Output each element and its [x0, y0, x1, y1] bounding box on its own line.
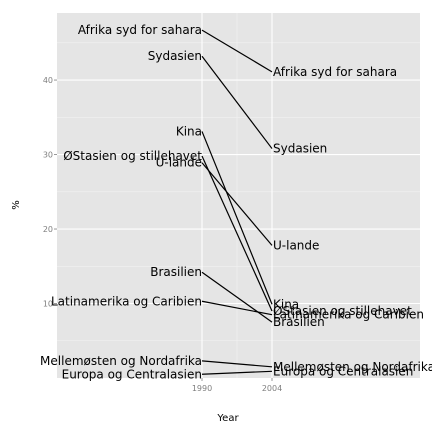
x-tick-label: 1990: [192, 384, 212, 393]
series-label-1990: Europa og Centralasien: [62, 367, 202, 381]
y-tick-label: 30: [43, 151, 53, 160]
y-tick-label: 10: [43, 300, 53, 309]
series-label-1990: Kina: [176, 124, 202, 138]
series-line: [201, 360, 273, 368]
series-label-2004: Brasilien: [273, 315, 325, 329]
series-label-1990: Brasilien: [150, 265, 202, 279]
series-label-1990: ØStasien og stillehavet: [63, 149, 202, 163]
series-line: [201, 162, 273, 246]
series-line: [201, 300, 273, 316]
x-axis-title: Year: [216, 413, 239, 424]
series-label-2004: U-lande: [273, 238, 319, 252]
axis-layer: 10 20 30 40 1990 2004: [43, 76, 282, 393]
series-label-1990: Sydasien: [148, 49, 202, 63]
x-tick-label: 2004: [262, 384, 282, 393]
series-label-2004: Mellemøsten og Nordafrika: [273, 360, 432, 374]
grid-layer: [57, 13, 420, 378]
series-label-2004: Europa og Centralasien: [273, 364, 413, 378]
series-label-2004: Afrika syd for sahara: [273, 65, 397, 79]
y-axis-title: %: [11, 200, 22, 210]
series-label-1990: Mellemøsten og Nordafrika: [40, 354, 202, 368]
y-tick-label: 40: [43, 76, 53, 85]
series-line: [201, 29, 273, 73]
series-label-1990: U-lande: [156, 156, 202, 170]
series-line: [201, 271, 273, 323]
series-label-2004: Sydasien: [273, 142, 327, 156]
series-label-1990: Latinamerika og Caribien: [51, 294, 202, 308]
series-line: [201, 55, 273, 149]
series-label-2004: ØStasien og stillehavet: [273, 304, 412, 318]
series-line: [201, 155, 273, 312]
series-label-1990: Afrika syd for sahara: [78, 23, 202, 37]
series-label-2004: Kina: [273, 297, 299, 311]
series-line: [201, 131, 273, 305]
plot-panel: [57, 13, 420, 378]
series-lines: [201, 29, 273, 375]
y-tick-label: 20: [43, 225, 53, 234]
series-labels: Afrika syd for sahara Afrika syd for saha…: [40, 23, 432, 381]
series-label-2004: Latinamerika og Caribien: [273, 308, 424, 322]
series-line: [201, 370, 273, 375]
